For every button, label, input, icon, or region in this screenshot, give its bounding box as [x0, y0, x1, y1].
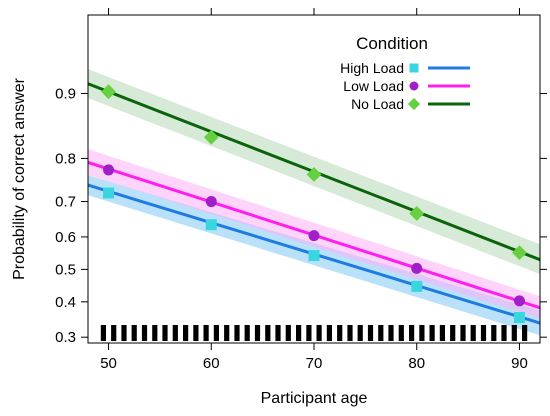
legend: Condition High Load Low Load No Load — [340, 34, 470, 112]
data-point-1-0 — [103, 164, 115, 176]
rug-mark — [326, 325, 332, 341]
y-axis-label: Probability of correct answer — [11, 77, 28, 280]
data-point-0-4 — [513, 312, 525, 324]
y-tick-label: 0.3 — [55, 329, 76, 346]
data-point-2-1 — [203, 129, 219, 145]
y-tick-label: 0.5 — [55, 261, 76, 278]
rug-mark — [306, 325, 312, 341]
rug-mark — [460, 325, 466, 341]
rug-mark — [367, 325, 374, 341]
rug-mark — [470, 325, 476, 341]
rug-mark — [244, 325, 250, 341]
data-point-1-3 — [411, 262, 423, 274]
rug-mark — [409, 325, 415, 341]
x-tick-label: 70 — [306, 355, 323, 372]
rug-mark — [152, 325, 158, 341]
y-tick-label: 0.6 — [55, 229, 76, 246]
rug-mark — [131, 325, 137, 341]
rug-mark — [439, 325, 445, 341]
rug-mark — [296, 325, 302, 341]
x-tick-label: 60 — [203, 355, 220, 372]
x-tick-label: 50 — [100, 355, 117, 372]
axes: 50 60 70 80 90 0.3 0.4 0.5 0.6 0.7 0.8 0.9 — [55, 8, 547, 372]
rug-mark — [347, 325, 353, 341]
data-point-1-4 — [513, 295, 525, 307]
rug-mark — [388, 325, 394, 341]
rug-marks — [100, 325, 528, 341]
rug-mark — [121, 325, 127, 341]
data-point-0-0 — [103, 187, 115, 199]
data-point-0-2 — [308, 250, 320, 262]
data-point-1-2 — [308, 230, 320, 242]
legend-label-1: Low Load — [343, 78, 404, 94]
rug-mark — [172, 325, 178, 341]
x-tick-label: 90 — [511, 355, 528, 372]
data-point-0-1 — [205, 219, 217, 231]
data-point-2-4 — [512, 245, 527, 261]
rug-mark — [193, 325, 199, 341]
rug-mark — [213, 325, 219, 341]
legend-marker-0 — [409, 63, 419, 73]
data-point-0-3 — [411, 280, 423, 292]
rug-mark — [141, 325, 148, 341]
y-tick-label: 0.9 — [55, 86, 76, 103]
data-point-2-0 — [101, 84, 116, 100]
legend-marker-2 — [407, 97, 421, 111]
rug-mark — [285, 325, 291, 341]
rug-mark — [265, 325, 271, 341]
rug-mark — [522, 325, 528, 341]
legend-label-0: High Load — [340, 60, 404, 76]
data-point-2-2 — [306, 167, 322, 182]
rug-mark — [429, 325, 435, 341]
rug-mark — [378, 325, 384, 341]
rug-mark — [100, 325, 106, 341]
rug-mark — [491, 325, 497, 341]
rug-mark — [419, 325, 425, 341]
rug-mark — [203, 325, 209, 341]
rug-mark — [224, 325, 230, 341]
rug-mark — [316, 325, 322, 341]
rug-mark — [501, 325, 507, 341]
data-point-2-3 — [409, 205, 425, 221]
rug-mark — [111, 325, 117, 341]
rug-mark — [183, 325, 189, 341]
rug-mark — [234, 325, 240, 341]
rug-mark — [398, 325, 404, 341]
legend-marker-1 — [409, 81, 419, 91]
rug-mark — [275, 325, 281, 341]
rug-mark — [162, 325, 168, 341]
data-points — [101, 84, 527, 324]
x-tick-label: 80 — [408, 355, 425, 372]
rug-mark — [254, 325, 261, 341]
legend-label-2: No Load — [351, 96, 404, 112]
y-tick-label: 0.8 — [55, 150, 76, 167]
rug-mark — [511, 325, 517, 341]
rug-mark — [480, 325, 487, 341]
legend-title: Condition — [356, 34, 428, 53]
y-tick-label: 0.4 — [55, 294, 76, 311]
rug-mark — [357, 325, 363, 341]
rug-mark — [337, 325, 343, 341]
rug-mark — [450, 325, 456, 341]
x-axis-label: Participant age — [261, 390, 368, 407]
y-tick-label: 0.7 — [55, 194, 76, 211]
data-point-1-1 — [205, 196, 217, 208]
